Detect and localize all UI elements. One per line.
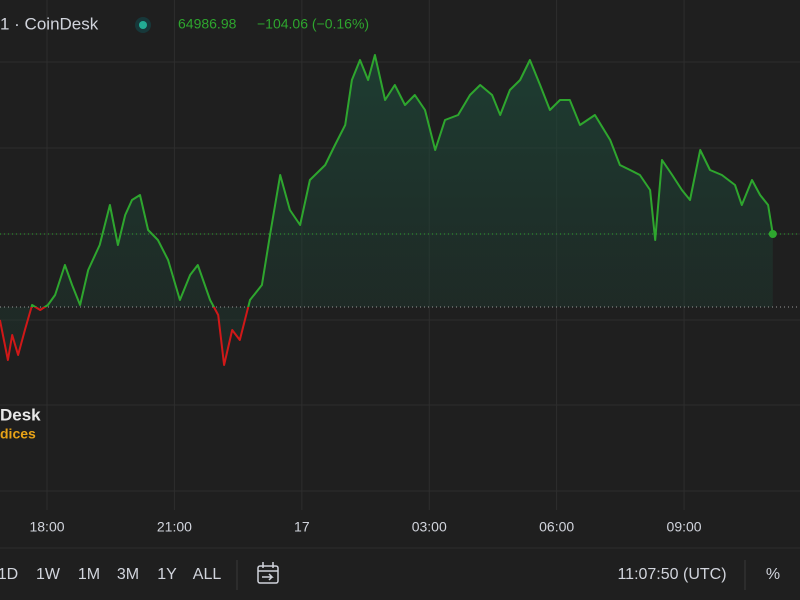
last-point (768, 230, 777, 238)
range-button[interactable]: 1Y (157, 566, 177, 583)
price-line (0, 54, 774, 366)
calendar-icon[interactable] (257, 562, 279, 584)
range-button[interactable]: 1M (78, 566, 100, 583)
watermark-sub: dices (0, 426, 36, 442)
x-tick-label: 03:00 (412, 519, 447, 535)
status-dot (139, 21, 147, 29)
change: −104.06 (−0.16%) (257, 16, 369, 32)
x-tick-label: 18:00 (29, 519, 64, 535)
watermark: Desk (0, 405, 41, 424)
symbol: 1 · CoinDesk (0, 14, 99, 33)
clock: 11:07:50 (UTC) (617, 566, 726, 583)
percent-toggle[interactable]: % (766, 566, 780, 583)
range-button[interactable]: ALL (193, 566, 222, 583)
x-tick-label: 21:00 (157, 519, 192, 535)
x-tick-label: 17 (294, 519, 310, 535)
range-button[interactable]: 1W (36, 566, 61, 583)
range-button[interactable]: 1D (0, 566, 18, 583)
x-tick-label: 06:00 (539, 519, 574, 535)
price: 64986.98 (178, 16, 237, 32)
area-fill (0, 55, 773, 365)
range-button[interactable]: 3M (117, 566, 139, 583)
x-tick-label: 09:00 (667, 519, 702, 535)
